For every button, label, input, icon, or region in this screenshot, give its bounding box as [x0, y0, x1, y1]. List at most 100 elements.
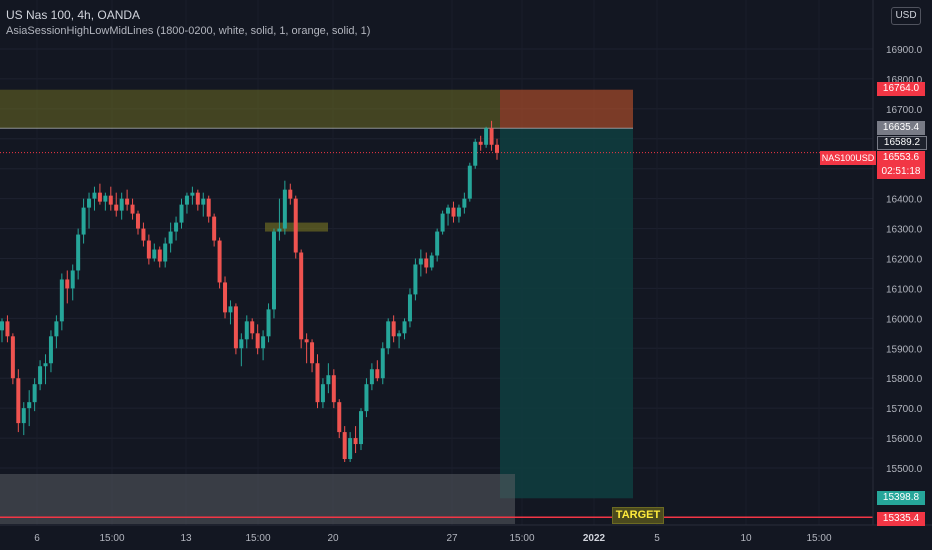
candle-body — [299, 252, 304, 340]
candle-body — [293, 198, 298, 253]
candle-body — [21, 408, 26, 424]
candle-body — [217, 240, 222, 283]
take-profit-zone — [500, 128, 633, 499]
candle-body — [108, 195, 113, 205]
y-tick-label: 16400.0 — [886, 195, 923, 206]
y-tick-label: 16900.0 — [886, 45, 923, 56]
candle-body — [125, 198, 130, 205]
candle-body — [92, 192, 97, 199]
candle-body — [163, 243, 168, 262]
y-tick-label: 16800.0 — [886, 75, 923, 86]
candle-body — [195, 192, 200, 205]
candle-body — [0, 321, 4, 331]
y-tick-label: 15600.0 — [886, 434, 923, 445]
x-tick-label: 10 — [740, 533, 752, 544]
candle-body — [130, 204, 135, 214]
candle-body — [16, 378, 21, 424]
x-tick-label: 15:00 — [509, 533, 534, 544]
price-label-zone-top: 16764.0 — [877, 82, 925, 96]
candle-body — [174, 222, 179, 232]
candle-body — [87, 198, 92, 208]
candle-body — [380, 348, 385, 379]
x-tick-label: 2022 — [583, 533, 606, 544]
candle-body — [495, 144, 499, 153]
x-axis[interactable]: 6 15:00 13 15:00 20 27 15:00 2022 5 10 15:00 — [0, 524, 932, 544]
candle-body — [190, 192, 195, 196]
candle-body — [48, 336, 53, 364]
candle-body — [375, 369, 380, 379]
candle-body — [353, 438, 358, 445]
candle-body — [369, 369, 374, 385]
candle-body — [5, 321, 10, 337]
y-tick-label: 16700.0 — [886, 105, 923, 116]
y-tick-label: 15800.0 — [886, 374, 923, 385]
chart-title: US Nas 100, 4h, OANDA — [6, 8, 141, 22]
target-label: TARGET — [612, 507, 664, 524]
candle-body — [233, 306, 238, 349]
candle-body — [320, 384, 325, 403]
candle-body — [489, 128, 494, 145]
candle-body — [179, 204, 184, 223]
symbol-label: NAS100USD — [820, 151, 876, 165]
candle-body — [43, 363, 48, 367]
currency-button[interactable]: USD — [891, 7, 921, 25]
candle-body — [467, 165, 472, 199]
candle-body — [364, 384, 369, 412]
candle-body — [239, 339, 244, 349]
candle-body — [326, 375, 331, 385]
candle-body — [184, 195, 189, 205]
candle-body — [446, 207, 451, 214]
y-tick-label: 16200.0 — [886, 255, 923, 266]
candle-body — [304, 339, 309, 343]
price-label-tp: 15398.8 — [877, 491, 925, 505]
candle-body — [288, 189, 293, 199]
candle-body — [244, 321, 249, 340]
candles — [0, 120, 499, 463]
x-tick-label: 27 — [446, 533, 458, 544]
candle-body — [81, 207, 86, 235]
candle-body — [255, 333, 260, 349]
y-tick-label: 15500.0 — [886, 464, 923, 475]
candle-body — [331, 375, 336, 403]
candle-body — [168, 231, 173, 244]
candle-body — [10, 336, 15, 379]
candle-body — [103, 195, 108, 202]
candle-body — [97, 192, 102, 202]
candle-body — [435, 231, 440, 256]
candle-body — [348, 438, 353, 460]
candle-body — [315, 363, 320, 403]
candle-body — [59, 279, 64, 322]
candle-body — [391, 321, 396, 337]
candle-body — [76, 234, 81, 271]
candle-body — [418, 258, 423, 265]
candle-body — [277, 228, 282, 232]
x-tick-label: 15:00 — [806, 533, 831, 544]
candle-body — [337, 402, 342, 433]
x-tick-label: 6 — [34, 533, 40, 544]
indicator-legend[interactable]: AsiaSessionHighLowMidLines (1800-0200, w… — [6, 25, 371, 37]
y-tick-label: 16000.0 — [886, 314, 923, 325]
candle-body — [456, 207, 461, 217]
x-tick-label: 5 — [654, 533, 660, 544]
candle-body — [451, 207, 456, 217]
candle-body — [484, 128, 489, 145]
candle-body — [119, 198, 124, 211]
y-tick-label: 15700.0 — [886, 404, 923, 415]
support-zone — [0, 473, 515, 524]
candle-body — [70, 270, 75, 289]
candle-body — [424, 258, 429, 268]
price-label-target-line: 15335.4 — [877, 512, 925, 526]
candle-body — [135, 213, 140, 229]
candle-body — [407, 294, 412, 322]
zones — [0, 89, 873, 524]
candle-body — [152, 249, 157, 259]
candle-body — [397, 333, 402, 337]
price-label-prev: 16589.2 — [877, 136, 927, 150]
candle-body — [212, 216, 217, 241]
candle-body — [429, 255, 434, 268]
candle-body — [261, 336, 266, 349]
candle-body — [402, 321, 407, 334]
y-axis[interactable]: 16900.016800.016700.016600.016500.016400… — [872, 0, 923, 525]
candle-body — [65, 279, 70, 289]
